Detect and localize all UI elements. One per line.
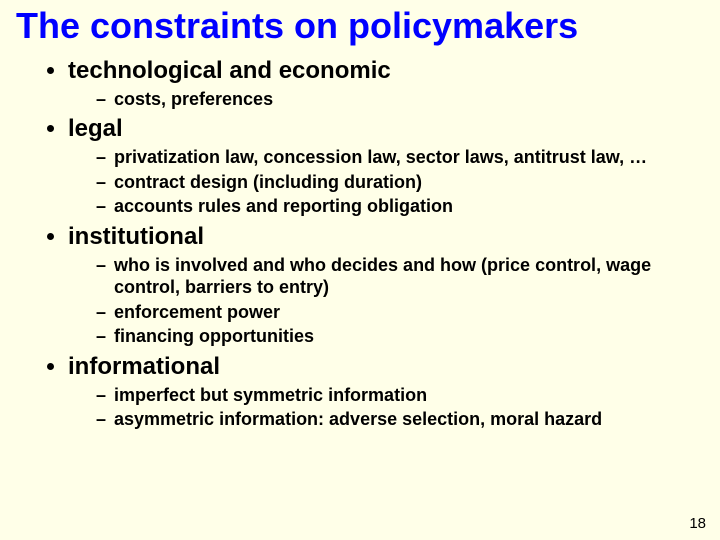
- slide: The constraints on policymakers technolo…: [0, 0, 720, 540]
- sublist: imperfect but symmetric information asym…: [96, 384, 704, 431]
- sublist-item: asymmetric information: adverse selectio…: [96, 408, 704, 431]
- sublist-item: contract design (including duration): [96, 171, 704, 194]
- list-item-label: legal: [68, 115, 123, 142]
- sublist-item: costs, preferences: [96, 88, 704, 111]
- sublist-item: financing opportunities: [96, 325, 704, 348]
- list-item: technological and economic costs, prefer…: [68, 56, 704, 111]
- bullet-list: technological and economic costs, prefer…: [44, 56, 704, 431]
- sublist-item: privatization law, concession law, secto…: [96, 146, 704, 169]
- sublist-item: accounts rules and reporting obligation: [96, 195, 704, 218]
- sublist: who is involved and who decides and how …: [96, 254, 704, 348]
- sublist-item: enforcement power: [96, 301, 704, 324]
- sublist: costs, preferences: [96, 88, 704, 111]
- sublist: privatization law, concession law, secto…: [96, 146, 704, 218]
- sublist-item: imperfect but symmetric information: [96, 384, 704, 407]
- list-item-label: institutional: [68, 223, 204, 250]
- page-number: 18: [689, 515, 706, 532]
- list-item: legal privatization law, concession law,…: [68, 114, 704, 218]
- list-item: informational imperfect but symmetric in…: [68, 352, 704, 431]
- sublist-item: who is involved and who decides and how …: [96, 254, 704, 299]
- list-item-label: informational: [68, 353, 220, 380]
- slide-title: The constraints on policymakers: [16, 6, 704, 46]
- list-item-label: technological and economic: [68, 57, 391, 84]
- list-item: institutional who is involved and who de…: [68, 222, 704, 348]
